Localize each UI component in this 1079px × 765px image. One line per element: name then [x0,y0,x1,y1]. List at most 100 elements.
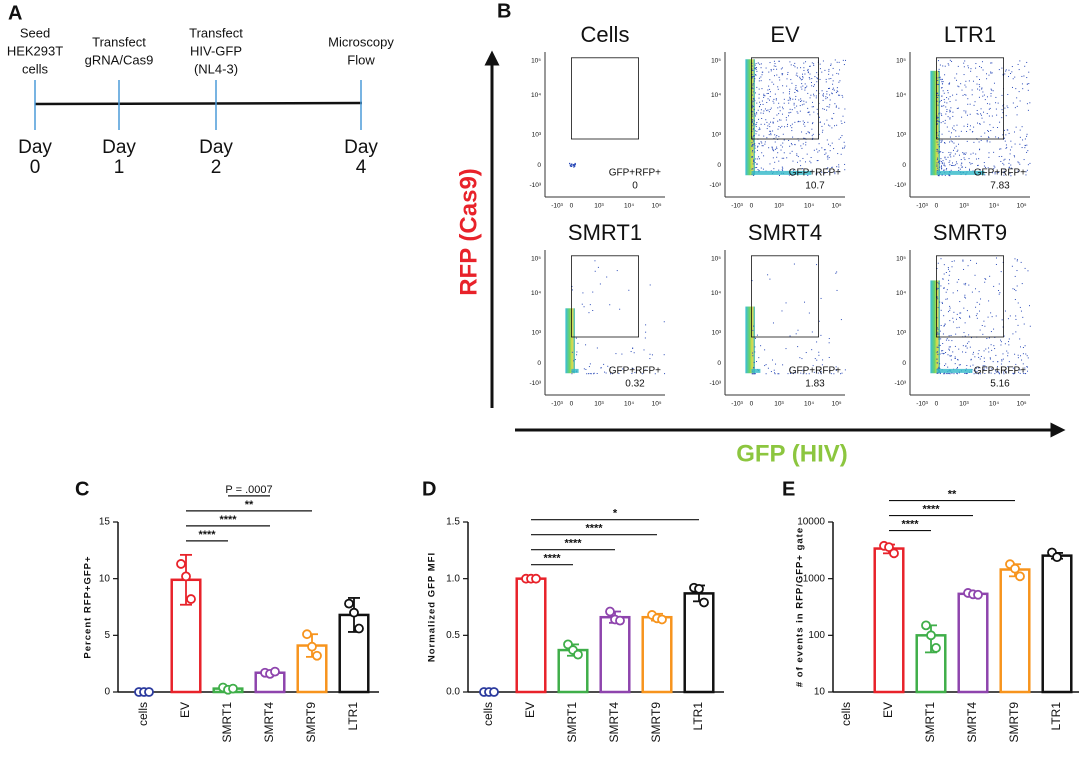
event-dot [973,373,975,375]
event-dot [1001,360,1003,362]
event-dot [751,144,753,146]
event-label: gRNA/Cas9 [85,52,154,67]
event-dot [794,98,796,100]
event-dot [1017,354,1019,356]
event-dot [1002,172,1004,174]
event-dot [961,89,963,91]
event-dot [950,107,952,109]
event-dot [1020,261,1022,263]
event-dot [605,372,607,374]
data-point [181,571,191,582]
event-dot [936,352,938,354]
bar [599,615,631,694]
event-dot [941,99,943,101]
event-dot [937,298,939,300]
significance-label: * [613,508,618,520]
y-tick-label: 10⁵ [711,57,721,64]
event-dot [961,162,963,164]
event-dot [998,69,1000,71]
event-dot [797,346,799,348]
event-dot [950,169,952,171]
event-dot [1026,169,1028,171]
event-dot [801,147,803,149]
event-dot [997,102,999,104]
event-dot [980,139,982,141]
event-dot [844,169,846,171]
event-dot [976,262,978,264]
event-dot [840,373,842,375]
y-tick-label: 100 [808,630,825,641]
event-dot [768,123,770,125]
event-dot [938,160,940,162]
event-dot [832,83,834,85]
event-dot [936,358,938,360]
event-dot [943,325,945,327]
event-dot [943,273,945,275]
event-dot [797,121,799,123]
event-dot [816,148,818,150]
data-point [228,683,238,694]
event-dot [937,104,939,106]
event-dot [786,125,788,127]
event-dot [775,65,777,67]
event-dot [569,165,572,167]
event-dot [1010,167,1012,169]
event-dot [821,90,823,92]
event-dot [966,347,968,349]
event-dot [955,161,957,163]
event-dot [949,101,951,103]
event-dot [941,81,943,83]
event-dot [754,145,756,147]
event-dot [575,337,577,339]
event-dot [818,150,820,152]
event-dot [981,325,983,327]
event-dot [814,76,816,78]
event-dot [588,312,590,314]
event-dot [937,307,939,309]
x-tick-label: EV [881,702,895,718]
event-dot [964,284,966,286]
event-dot [751,110,753,112]
event-dot [1017,302,1019,304]
event-dot [754,114,756,116]
event-dot [752,88,754,90]
event-dot [992,90,994,92]
event-dot [953,165,955,167]
event-band [745,59,755,176]
event-dot [811,128,813,130]
panel-label: C [75,478,89,500]
event-dot [944,142,946,144]
bar [683,592,715,694]
event-dot [1022,370,1024,372]
event-dot [961,166,963,168]
event-dot [1025,373,1027,375]
event-dot [1004,137,1006,139]
event-dot [769,278,771,280]
event-dot [754,143,756,145]
event-dot [949,355,951,357]
day-number: 2 [211,157,222,178]
event-dot [781,74,783,76]
event-dot [951,372,953,374]
event-dot [585,368,587,370]
event-dot [797,112,799,114]
event-dot [978,149,980,151]
y-tick-label: 10⁵ [531,57,541,64]
event-dot [775,99,777,101]
event-dot [844,147,846,149]
event-dot [965,166,967,168]
event-dot [811,101,813,103]
event-dot [790,111,792,113]
event-dot [951,266,953,268]
event-dot [949,160,951,162]
event-dot [1000,148,1002,150]
event-dot [758,127,760,129]
event-dot [995,257,997,259]
event-dot [751,144,753,146]
event-dot [1028,83,1030,85]
event-dot [804,161,806,163]
event-dot [832,88,834,90]
event-dot [813,63,815,65]
event-dot [943,105,945,107]
event-dot [1024,267,1026,269]
